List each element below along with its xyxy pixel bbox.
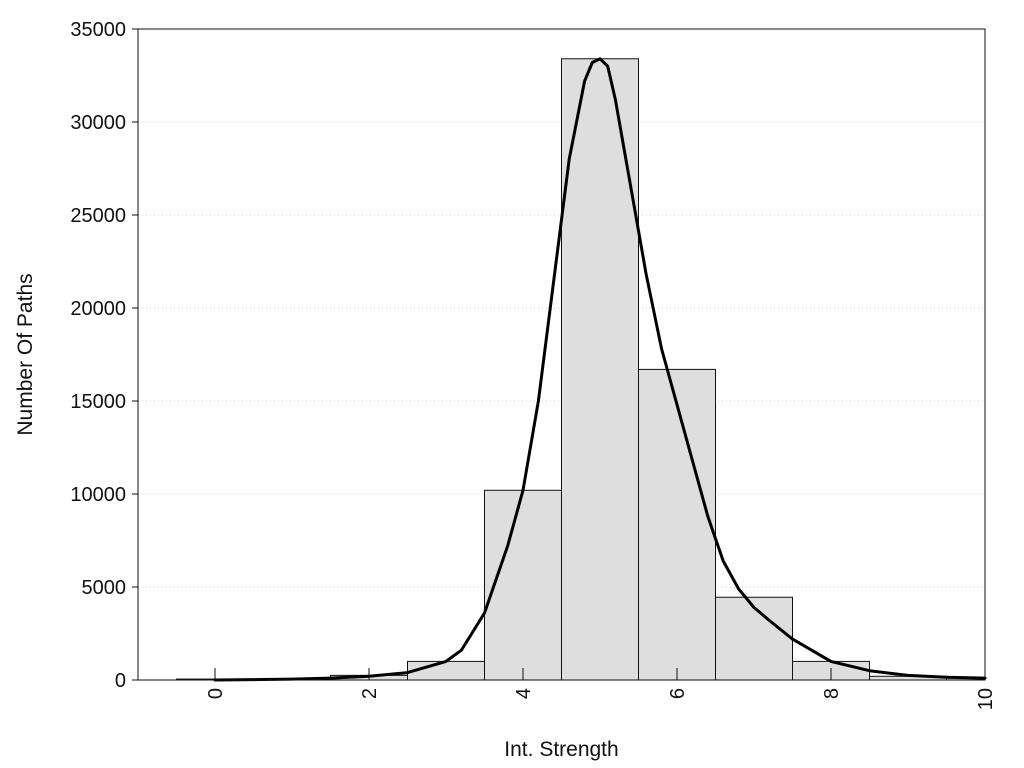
histogram-bar <box>638 368 716 681</box>
y-axis-ticks: 0 5000 10000 15000 20000 25000 30000 35000 <box>70 19 138 692</box>
plot-frame <box>137 28 986 681</box>
histogram-bar <box>715 596 793 681</box>
x-tick-label: 2 <box>359 688 381 699</box>
fit-curve-layer <box>213 57 987 682</box>
y-tick-label: 10000 <box>70 484 126 506</box>
y-tick-label: 20000 <box>70 298 126 320</box>
y-tick-label: 15000 <box>70 391 126 413</box>
x-tick-label: 10 <box>975 688 997 710</box>
x-tick-label: 4 <box>513 688 535 699</box>
y-tick-label: 35000 <box>70 19 126 41</box>
y-axis-title: Number Of Paths <box>14 273 37 435</box>
y-tick-label: 0 <box>115 670 126 692</box>
x-tick-label: 6 <box>667 688 689 699</box>
y-tick-label: 30000 <box>70 112 126 134</box>
histogram-bar <box>484 489 562 681</box>
x-axis-ticks: 0 2 4 6 8 10 <box>205 668 997 710</box>
y-tick-label: 25000 <box>70 205 126 227</box>
x-tick-label: 8 <box>821 688 843 699</box>
y-tick-label: 5000 <box>82 577 127 599</box>
x-tick-label: 0 <box>205 688 227 699</box>
x-axis-title: Int. Strength <box>504 738 618 761</box>
histogram-bar <box>561 58 639 681</box>
fit-curve <box>213 57 987 682</box>
